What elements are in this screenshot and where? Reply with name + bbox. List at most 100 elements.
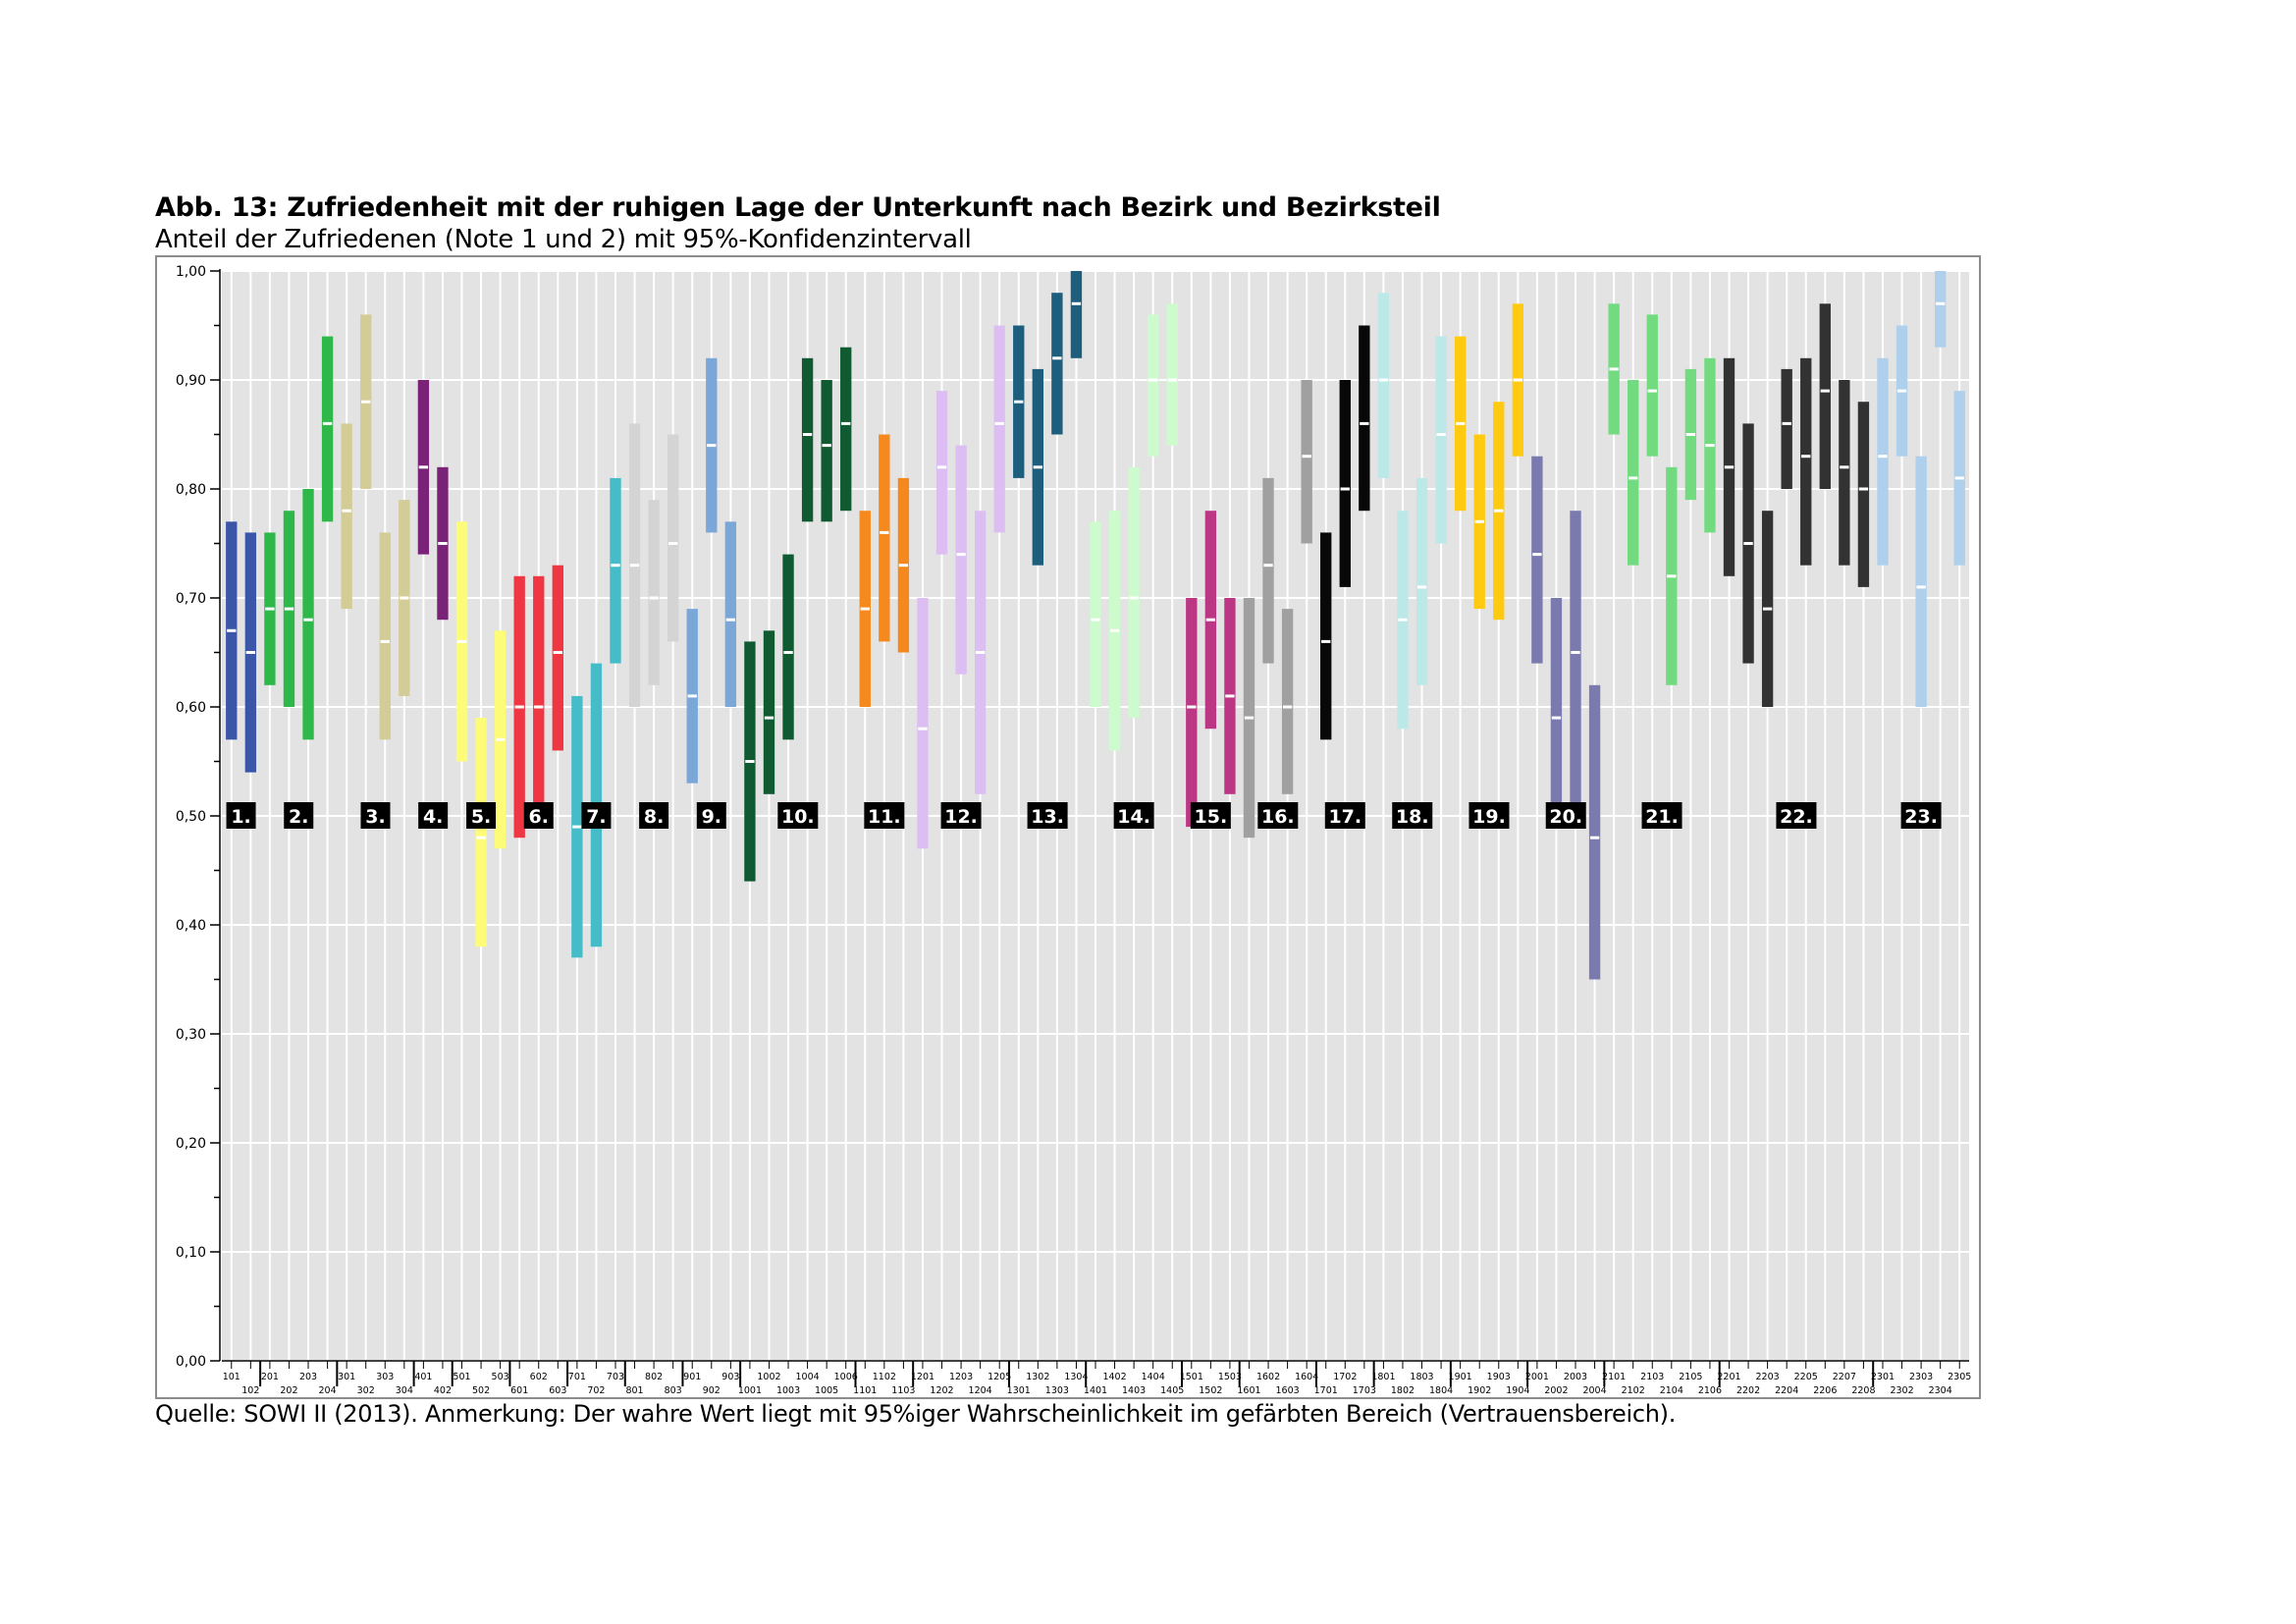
x-tick-label: 2001 xyxy=(1525,1372,1549,1382)
x-tick-label: 2202 xyxy=(1736,1385,1760,1396)
x-tick-label: 1604 xyxy=(1295,1372,1318,1382)
x-tick-label: 2206 xyxy=(1813,1385,1837,1396)
district-label: 7. xyxy=(586,806,606,828)
x-tick-label: 303 xyxy=(376,1372,394,1382)
interval-bar xyxy=(1819,303,1831,489)
district-label: 23. xyxy=(1904,806,1938,828)
y-tick-label: 0,50 xyxy=(176,809,206,825)
x-tick-label: 703 xyxy=(607,1372,624,1382)
interval-bar xyxy=(801,357,814,522)
district-label: 15. xyxy=(1195,806,1228,828)
interval-bar xyxy=(1570,511,1581,816)
interval-bar xyxy=(1628,380,1639,566)
x-tick-label: 603 xyxy=(549,1385,566,1396)
district-label: 8. xyxy=(644,806,664,828)
interval-bar xyxy=(610,477,621,664)
interval-bar xyxy=(1800,357,1812,566)
x-tick-label: 1501 xyxy=(1180,1372,1203,1382)
x-tick-label: 1603 xyxy=(1276,1385,1300,1396)
interval-bar xyxy=(821,380,832,522)
interval-bar xyxy=(1435,336,1447,544)
x-tick-label: 402 xyxy=(434,1385,452,1396)
x-tick-label: 802 xyxy=(645,1372,663,1382)
district-label: 21. xyxy=(1645,806,1679,828)
x-tick-label: 2208 xyxy=(1851,1385,1875,1396)
x-tick-label: 2302 xyxy=(1890,1385,1913,1396)
district-label-box xyxy=(1392,802,1433,829)
y-tick-label: 0,80 xyxy=(176,482,206,498)
x-tick-label: 2303 xyxy=(1909,1372,1933,1382)
district-label: 14. xyxy=(1117,806,1150,828)
interval-bar xyxy=(552,565,563,751)
x-tick-label: 901 xyxy=(683,1372,701,1382)
interval-bar xyxy=(724,521,737,707)
x-tick-label: 1304 xyxy=(1064,1372,1088,1382)
interval-bar xyxy=(1377,293,1390,478)
interval-bar xyxy=(1166,303,1178,446)
x-tick-label: 1102 xyxy=(873,1372,896,1382)
district-label-box xyxy=(1776,802,1817,829)
interval-bar xyxy=(763,630,775,794)
x-tick-label: 1301 xyxy=(1007,1385,1031,1396)
x-tick-label: 2301 xyxy=(1871,1372,1895,1382)
district-label-box xyxy=(639,802,669,829)
x-tick-label: 1402 xyxy=(1102,1372,1126,1382)
x-tick-label: 503 xyxy=(492,1372,509,1382)
x-tick-label: 1006 xyxy=(834,1372,858,1382)
x-tick-label: 1303 xyxy=(1045,1385,1069,1396)
x-tick-label: 1001 xyxy=(738,1385,762,1396)
x-tick-label: 2103 xyxy=(1640,1372,1664,1382)
district-label-box xyxy=(360,802,391,829)
x-tick-label: 204 xyxy=(319,1385,337,1396)
x-tick-label: 1003 xyxy=(776,1385,800,1396)
district-label-box xyxy=(1324,802,1365,829)
x-tick-label: 2304 xyxy=(1929,1385,1952,1396)
interval-bar xyxy=(1877,357,1889,566)
x-tick-label: 1804 xyxy=(1429,1385,1453,1396)
x-tick-label: 202 xyxy=(280,1385,297,1396)
x-tick-label: 1405 xyxy=(1160,1385,1184,1396)
district-label: 4. xyxy=(423,806,443,828)
x-tick-label: 1701 xyxy=(1314,1385,1338,1396)
district-label-box xyxy=(696,802,726,829)
figure-footer: Quelle: SOWI II (2013). Anmerkung: Der w… xyxy=(155,1400,1677,1428)
x-tick-label: 903 xyxy=(721,1372,739,1382)
district-label-box xyxy=(1641,802,1682,829)
x-tick-label: 2101 xyxy=(1602,1372,1626,1382)
x-tick-label: 304 xyxy=(396,1385,413,1396)
district-label-box xyxy=(226,802,256,829)
district-label: 3. xyxy=(365,806,385,828)
x-tick-label: 2102 xyxy=(1622,1385,1645,1396)
x-tick-label: 1205 xyxy=(988,1372,1011,1382)
x-tick-label: 2201 xyxy=(1717,1372,1740,1382)
x-tick-label: 1702 xyxy=(1333,1372,1357,1382)
interval-bar xyxy=(533,575,545,828)
x-tick-label: 2305 xyxy=(1948,1372,1971,1382)
district-label-box xyxy=(284,802,314,829)
interval-bar xyxy=(1301,380,1312,544)
district-label: 5. xyxy=(471,806,491,828)
x-tick-label: 101 xyxy=(223,1372,240,1382)
x-tick-label: 203 xyxy=(299,1372,317,1382)
x-tick-label: 2002 xyxy=(1544,1385,1568,1396)
interval-bar xyxy=(1646,314,1658,457)
x-tick-label: 2204 xyxy=(1775,1385,1798,1396)
x-tick-label: 1901 xyxy=(1449,1372,1472,1382)
interval-bar xyxy=(1320,532,1332,740)
x-tick-label: 502 xyxy=(472,1385,490,1396)
district-label: 6. xyxy=(529,806,549,828)
district-label-box xyxy=(523,802,554,829)
x-tick-label: 1005 xyxy=(815,1385,838,1396)
x-tick-label: 1101 xyxy=(853,1385,877,1396)
interval-bar xyxy=(1531,456,1543,664)
district-label-box xyxy=(418,802,449,829)
x-tick-label: 102 xyxy=(241,1385,259,1396)
x-tick-label: 1903 xyxy=(1487,1372,1511,1382)
district-label: 13. xyxy=(1031,806,1064,828)
x-tick-label: 1802 xyxy=(1391,1385,1415,1396)
x-tick-label: 1502 xyxy=(1199,1385,1222,1396)
district-label-box xyxy=(1900,802,1942,829)
district-label: 2. xyxy=(289,806,308,828)
interval-bar xyxy=(1915,456,1927,707)
district-label-box xyxy=(864,802,905,829)
